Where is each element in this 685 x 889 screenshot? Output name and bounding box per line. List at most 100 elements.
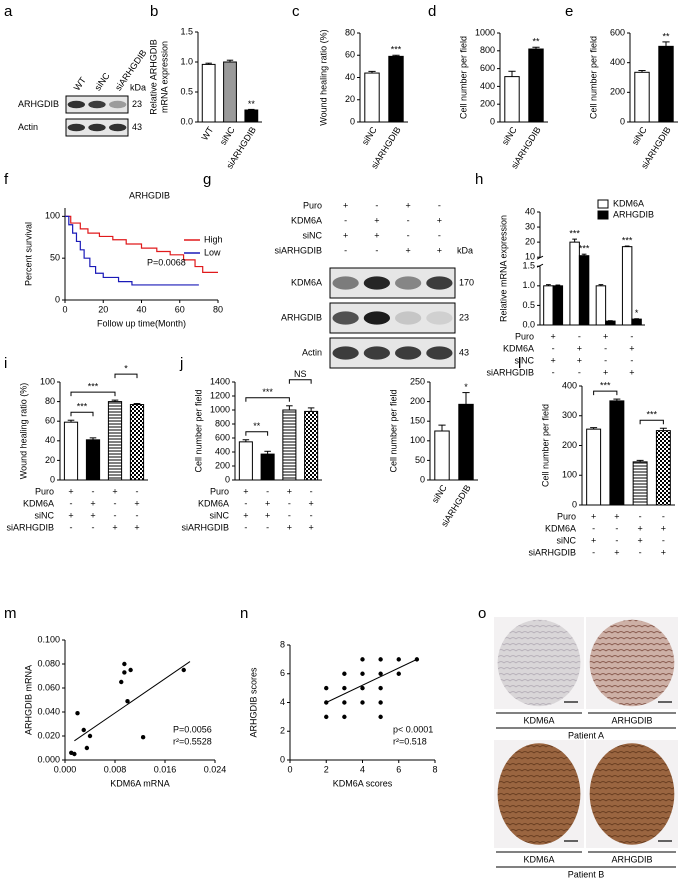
condition-name: Puro (515, 331, 534, 341)
condition-name: Puro (210, 486, 229, 496)
point (140, 735, 146, 740)
bar (304, 410, 319, 481)
bar (595, 285, 607, 326)
condition-sign: - (114, 498, 117, 508)
condition-sign: + (265, 498, 270, 508)
y-tick-label: 200 (562, 440, 577, 450)
point (378, 657, 383, 662)
condition-sign: - (592, 523, 595, 533)
condition-sign: + (90, 498, 95, 508)
survival-curve (65, 215, 218, 273)
panel-label: d (428, 3, 436, 20)
condition-sign: - (407, 215, 410, 225)
condition-sign: + (437, 215, 442, 225)
condition-sign: + (287, 522, 292, 532)
annotation: P=0.0056 (173, 724, 212, 734)
condition-sign: + (591, 511, 596, 521)
condition-sign: + (308, 522, 313, 532)
y-axis-label: mRNA expression (159, 41, 169, 113)
point (122, 661, 127, 667)
y-tick-label: 0.0 (522, 319, 535, 329)
point (72, 751, 77, 757)
panel-label: l (518, 355, 521, 372)
condition-sign: + (287, 486, 292, 496)
panel-label: b (150, 3, 158, 20)
condition-sign: - (592, 547, 595, 557)
condition-sign: + (661, 547, 666, 557)
annotation: p< 0.0001 (393, 724, 433, 734)
annotation: r²=0.5528 (173, 736, 212, 746)
panel-label: i (4, 355, 7, 372)
panel-label: o (478, 605, 486, 622)
y-tick-label: 0.5 (180, 86, 193, 96)
x-tick-label: 40 (136, 304, 146, 314)
y-tick-label: 600 (610, 27, 625, 37)
bar (569, 241, 580, 326)
y-tick-label: 100 (45, 211, 60, 221)
comparison-bracket (114, 373, 138, 379)
condition-name: KDM6A (291, 215, 322, 225)
condition-sign: - (70, 498, 73, 508)
bar (609, 400, 625, 506)
condition-sign: + (603, 367, 608, 377)
y-tick-label: 0.060 (37, 682, 60, 692)
condition-name: KDM6A (23, 498, 54, 508)
significance: ** (662, 31, 670, 41)
condition-sign: + (134, 522, 139, 532)
condition-name: siNC (303, 230, 323, 240)
blot-kda: 23 (132, 99, 142, 109)
comparison-label: *** (646, 410, 657, 420)
blot-row-label: Actin (302, 347, 322, 357)
condition-sign: - (70, 522, 73, 532)
point (396, 671, 401, 676)
y-tick-label: 150 (410, 416, 425, 426)
x-tick-label: 80 (213, 304, 223, 314)
y-tick-label: 0.100 (37, 634, 60, 644)
point (324, 714, 329, 720)
point (181, 667, 186, 673)
y-tick-label: 30 (525, 221, 535, 231)
ihc-core (589, 743, 675, 845)
condition-sign: + (614, 547, 619, 557)
blot-row-label: KDM6A (291, 277, 322, 287)
panel-label: a (4, 3, 13, 20)
condition-name: siARHGDIB (6, 522, 54, 532)
condition-sign: + (637, 523, 642, 533)
x-tick-label: 0.000 (54, 764, 77, 774)
y-axis-label: Cell number per field (458, 36, 468, 119)
y-tick-label: 0 (490, 116, 495, 126)
condition-sign: - (266, 486, 269, 496)
bar (605, 320, 616, 326)
condition-sign: + (343, 230, 348, 240)
y-tick-label: 400 (480, 81, 495, 91)
patient-label: Patient B (568, 869, 605, 879)
blot-band (395, 346, 422, 360)
y-tick-label: 400 (610, 57, 625, 67)
bar (504, 76, 520, 123)
condition-sign: - (92, 522, 95, 532)
legend-swatch (597, 199, 609, 209)
condition-sign: - (639, 547, 642, 557)
condition-sign: - (438, 200, 441, 210)
blot-band (88, 123, 106, 132)
condition-sign: - (92, 486, 95, 496)
bar (238, 441, 253, 481)
y-tick-label: 1400 (210, 376, 230, 386)
bar (223, 61, 237, 123)
legend-label: High (204, 234, 223, 244)
x-tick-label: 20 (98, 304, 108, 314)
ihc-column-label: ARHGDIB (611, 715, 652, 725)
blot-band (332, 346, 359, 360)
y-tick-label: 1.0 (180, 56, 193, 66)
condition-sign: + (68, 510, 73, 520)
unit-label: kDa (130, 82, 146, 92)
y-tick-label: 1000 (210, 404, 230, 414)
point (84, 745, 90, 751)
condition-sign: + (577, 343, 582, 353)
point (360, 700, 365, 705)
comparison-bracket (639, 419, 664, 425)
point (360, 657, 365, 662)
point (342, 700, 347, 705)
y-tick-label: 50 (50, 253, 60, 263)
comparison-label: *** (600, 380, 611, 390)
